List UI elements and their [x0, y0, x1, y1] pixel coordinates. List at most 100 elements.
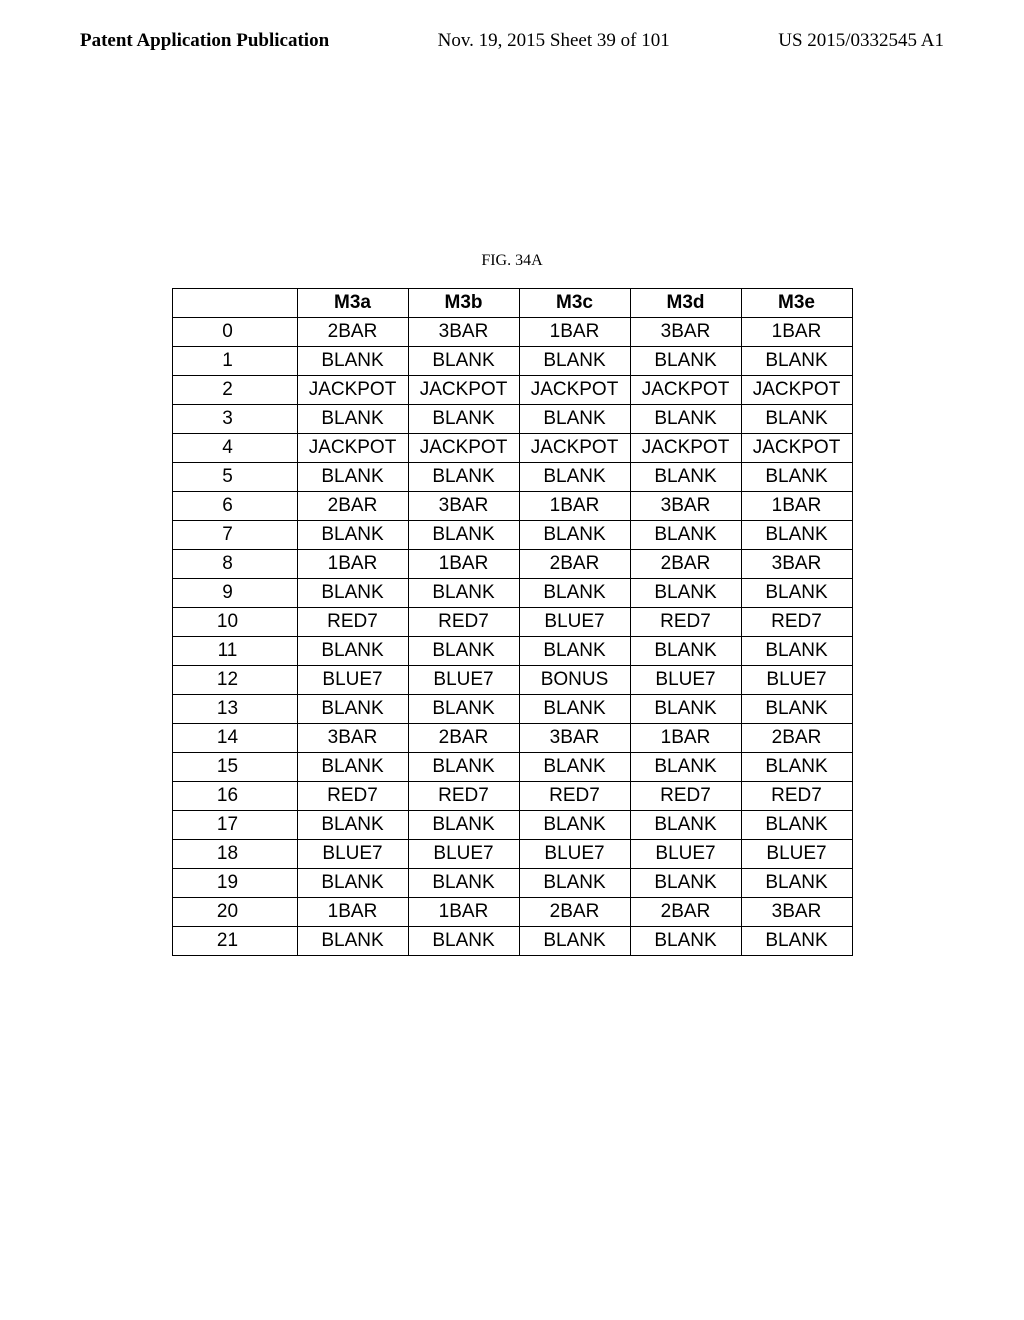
table-row: 13BLANKBLANKBLANKBLANKBLANK	[172, 695, 852, 724]
table-cell: BLANK	[741, 695, 852, 724]
table-cell: BLANK	[408, 347, 519, 376]
table-cell: RED7	[297, 782, 408, 811]
row-index-cell: 19	[172, 869, 297, 898]
table-cell: BLANK	[741, 463, 852, 492]
table-row: 19BLANKBLANKBLANKBLANKBLANK	[172, 869, 852, 898]
table-cell: BLANK	[519, 753, 630, 782]
col-header-m3b: M3b	[408, 289, 519, 318]
table-cell: BLANK	[519, 347, 630, 376]
row-index-cell: 21	[172, 927, 297, 956]
row-index-cell: 15	[172, 753, 297, 782]
table-cell: BLANK	[630, 579, 741, 608]
table-row: 18BLUE7BLUE7BLUE7BLUE7BLUE7	[172, 840, 852, 869]
table-cell: JACKPOT	[519, 376, 630, 405]
table-cell: JACKPOT	[630, 376, 741, 405]
table-cell: BLANK	[630, 869, 741, 898]
row-index-cell: 12	[172, 666, 297, 695]
table-cell: BLUE7	[519, 608, 630, 637]
table-cell: 1BAR	[408, 898, 519, 927]
table-cell: BLUE7	[630, 840, 741, 869]
table-cell: BLANK	[408, 927, 519, 956]
table-cell: 2BAR	[630, 898, 741, 927]
table-cell: 3BAR	[630, 318, 741, 347]
table-cell: BLANK	[297, 869, 408, 898]
table-cell: BLUE7	[630, 666, 741, 695]
table-cell: BLANK	[408, 811, 519, 840]
table-row: 1BLANKBLANKBLANKBLANKBLANK	[172, 347, 852, 376]
table-cell: RED7	[519, 782, 630, 811]
table-cell: BLANK	[630, 927, 741, 956]
table-cell: BLANK	[741, 579, 852, 608]
table-row: 9BLANKBLANKBLANKBLANKBLANK	[172, 579, 852, 608]
row-index-cell: 18	[172, 840, 297, 869]
table-body: 02BAR3BAR1BAR3BAR1BAR1BLANKBLANKBLANKBLA…	[172, 318, 852, 956]
row-index-cell: 11	[172, 637, 297, 666]
table-cell: RED7	[741, 782, 852, 811]
row-index-cell: 3	[172, 405, 297, 434]
table-cell: RED7	[297, 608, 408, 637]
table-container: M3a M3b M3c M3d M3e 02BAR3BAR1BAR3BAR1BA…	[0, 288, 1024, 956]
table-cell: BLANK	[297, 811, 408, 840]
table-cell: BLANK	[741, 521, 852, 550]
table-cell: BLUE7	[408, 666, 519, 695]
table-cell: BLANK	[519, 579, 630, 608]
table-cell: 2BAR	[408, 724, 519, 753]
table-cell: RED7	[408, 782, 519, 811]
row-index-cell: 14	[172, 724, 297, 753]
table-cell: BLUE7	[297, 666, 408, 695]
table-cell: BLUE7	[297, 840, 408, 869]
table-cell: 1BAR	[741, 318, 852, 347]
table-cell: BLANK	[519, 811, 630, 840]
table-row: 4JACKPOTJACKPOTJACKPOTJACKPOTJACKPOT	[172, 434, 852, 463]
table-cell: BLANK	[408, 637, 519, 666]
table-cell: 2BAR	[297, 318, 408, 347]
table-cell: BLANK	[519, 695, 630, 724]
table-cell: BLANK	[408, 753, 519, 782]
table-header-row: M3a M3b M3c M3d M3e	[172, 289, 852, 318]
table-cell: 2BAR	[297, 492, 408, 521]
table-cell: JACKPOT	[297, 434, 408, 463]
row-index-cell: 9	[172, 579, 297, 608]
table-cell: BLANK	[630, 811, 741, 840]
table-cell: 1BAR	[519, 318, 630, 347]
table-row: 143BAR2BAR3BAR1BAR2BAR	[172, 724, 852, 753]
row-index-cell: 20	[172, 898, 297, 927]
table-cell: 2BAR	[741, 724, 852, 753]
table-cell: 2BAR	[519, 898, 630, 927]
row-index-cell: 6	[172, 492, 297, 521]
table-cell: BLANK	[741, 811, 852, 840]
table-cell: BLUE7	[741, 840, 852, 869]
table-row: 21BLANKBLANKBLANKBLANKBLANK	[172, 927, 852, 956]
table-cell: BLANK	[408, 869, 519, 898]
table-cell: BLANK	[297, 753, 408, 782]
row-index-cell: 5	[172, 463, 297, 492]
table-cell: 2BAR	[630, 550, 741, 579]
table-cell: 3BAR	[630, 492, 741, 521]
table-cell: BLANK	[408, 695, 519, 724]
table-cell: 3BAR	[741, 898, 852, 927]
table-cell: BLANK	[519, 521, 630, 550]
table-cell: BLANK	[297, 637, 408, 666]
table-cell: BLANK	[630, 695, 741, 724]
table-row: 11BLANKBLANKBLANKBLANKBLANK	[172, 637, 852, 666]
table-cell: 1BAR	[408, 550, 519, 579]
table-cell: 2BAR	[519, 550, 630, 579]
table-cell: BLANK	[630, 405, 741, 434]
table-cell: BLANK	[519, 405, 630, 434]
table-cell: BLANK	[408, 579, 519, 608]
table-cell: BLUE7	[519, 840, 630, 869]
row-index-cell: 1	[172, 347, 297, 376]
figure-caption: FIG. 34A	[0, 252, 1024, 270]
table-cell: JACKPOT	[741, 376, 852, 405]
table-row: 62BAR3BAR1BAR3BAR1BAR	[172, 492, 852, 521]
table-cell: JACKPOT	[408, 434, 519, 463]
table-cell: 1BAR	[630, 724, 741, 753]
table-cell: RED7	[408, 608, 519, 637]
table-cell: BLANK	[519, 927, 630, 956]
table-cell: JACKPOT	[519, 434, 630, 463]
table-cell: BLANK	[630, 753, 741, 782]
row-index-cell: 4	[172, 434, 297, 463]
table-cell: 3BAR	[408, 492, 519, 521]
table-row: 16RED7RED7RED7RED7RED7	[172, 782, 852, 811]
table-row: 02BAR3BAR1BAR3BAR1BAR	[172, 318, 852, 347]
